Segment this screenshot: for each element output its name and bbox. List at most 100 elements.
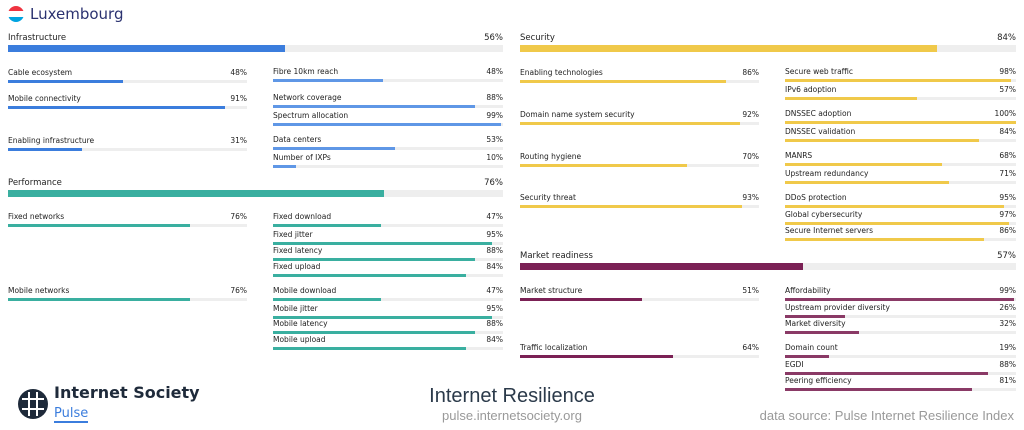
metric-label: Peering efficiency bbox=[785, 376, 852, 385]
sub-indicator-row[interactable]: Upstream redundancy 71% bbox=[785, 168, 1016, 188]
sub-indicator-row[interactable]: Affordability 99% bbox=[785, 285, 1016, 305]
sub-indicator-row[interactable]: EGDI 88% bbox=[785, 359, 1016, 379]
progress-track bbox=[520, 164, 759, 167]
sub-indicator-row[interactable]: Global cybersecurity 97% bbox=[785, 209, 1016, 229]
internet-society-logo: Internet Society Pulse bbox=[18, 384, 200, 423]
progress-fill bbox=[273, 258, 476, 261]
sub-indicator-row[interactable]: Fixed download 47% bbox=[273, 211, 503, 231]
progress-track bbox=[785, 315, 1016, 318]
metric-value: 48% bbox=[230, 68, 247, 77]
progress-track bbox=[8, 106, 247, 109]
metric-value: 88% bbox=[486, 246, 503, 255]
metric-value: 64% bbox=[742, 343, 759, 352]
sub-indicator-row[interactable]: Peering efficiency 81% bbox=[785, 375, 1016, 395]
metric-label: Security threat bbox=[520, 193, 576, 202]
metric-value: 93% bbox=[742, 193, 759, 202]
indicator-row[interactable]: Cable ecosystem 48% bbox=[8, 67, 247, 87]
indicator-row[interactable]: Enabling infrastructure 31% bbox=[8, 135, 247, 155]
pillar-performance[interactable]: Performance 76% bbox=[8, 177, 503, 197]
metric-value: 76% bbox=[484, 178, 503, 188]
metric-label: Domain name system security bbox=[520, 110, 635, 119]
progress-fill bbox=[8, 298, 190, 301]
metric-value: 95% bbox=[999, 193, 1016, 202]
luxembourg-flag-icon bbox=[8, 6, 24, 22]
sub-indicator-row[interactable]: MANRS 68% bbox=[785, 150, 1016, 170]
progress-track bbox=[273, 316, 503, 319]
progress-fill bbox=[273, 224, 382, 227]
progress-fill bbox=[520, 205, 743, 208]
metric-value: 84% bbox=[999, 127, 1016, 136]
sub-indicator-row[interactable]: Mobile latency 88% bbox=[273, 318, 503, 338]
sub-indicator-row[interactable]: Domain count 19% bbox=[785, 342, 1016, 362]
progress-track bbox=[520, 298, 759, 301]
sub-indicator-row[interactable]: DNSSEC adoption 100% bbox=[785, 108, 1016, 128]
metric-label: Domain count bbox=[785, 343, 838, 352]
metric-value: 95% bbox=[486, 304, 503, 313]
sub-indicator-row[interactable]: Fibre 10km reach 48% bbox=[273, 66, 503, 86]
progress-fill bbox=[785, 388, 973, 391]
pillar-market-readiness[interactable]: Market readiness 57% bbox=[520, 250, 1016, 270]
sub-indicator-row[interactable]: DDoS protection 95% bbox=[785, 192, 1016, 212]
metric-label: Mobile upload bbox=[273, 335, 326, 344]
metric-label: Network coverage bbox=[273, 93, 342, 102]
progress-fill bbox=[520, 122, 740, 125]
progress-track bbox=[785, 97, 1016, 100]
indicator-row[interactable]: Enabling technologies 86% bbox=[520, 67, 759, 87]
sub-indicator-row[interactable]: Data centers 53% bbox=[273, 134, 503, 154]
sub-indicator-row[interactable]: Fixed jitter 95% bbox=[273, 229, 503, 249]
sub-indicator-row[interactable]: Network coverage 88% bbox=[273, 92, 503, 112]
indicator-row[interactable]: Fixed networks 76% bbox=[8, 211, 247, 231]
indicator-row[interactable]: Security threat 93% bbox=[520, 192, 759, 212]
metric-label: Security bbox=[520, 33, 555, 43]
pillar-security[interactable]: Security 84% bbox=[520, 32, 1016, 52]
progress-track bbox=[785, 181, 1016, 184]
sub-indicator-row[interactable]: Mobile download 47% bbox=[273, 285, 503, 305]
sub-indicator-row[interactable]: IPv6 adoption 57% bbox=[785, 84, 1016, 104]
sub-indicator-row[interactable]: Fixed upload 84% bbox=[273, 261, 503, 281]
metric-label: MANRS bbox=[785, 151, 813, 160]
progress-track bbox=[273, 123, 503, 126]
metric-label: Enabling technologies bbox=[520, 68, 603, 77]
metric-value: 53% bbox=[486, 135, 503, 144]
metric-label: Mobile networks bbox=[8, 286, 70, 295]
metric-value: 47% bbox=[486, 286, 503, 295]
sub-indicator-row[interactable]: Upstream provider diversity 26% bbox=[785, 302, 1016, 322]
sub-indicator-row[interactable]: Market diversity 32% bbox=[785, 318, 1016, 338]
metric-value: 26% bbox=[999, 303, 1016, 312]
progress-fill bbox=[520, 80, 726, 83]
indicator-row[interactable]: Domain name system security 92% bbox=[520, 109, 759, 129]
sub-indicator-row[interactable]: Fixed latency 88% bbox=[273, 245, 503, 265]
progress-track bbox=[785, 388, 1016, 391]
metric-label: Mobile latency bbox=[273, 319, 328, 328]
progress-fill bbox=[273, 79, 384, 82]
indicator-row[interactable]: Market structure 51% bbox=[520, 285, 759, 305]
progress-track bbox=[785, 355, 1016, 358]
progress-track bbox=[785, 372, 1016, 375]
pillar-infrastructure[interactable]: Infrastructure 56% bbox=[8, 32, 503, 52]
metric-label: Secure web traffic bbox=[785, 67, 854, 76]
sub-indicator-row[interactable]: Secure Internet servers 86% bbox=[785, 225, 1016, 245]
progress-fill bbox=[520, 355, 673, 358]
metric-label: DNSSEC validation bbox=[785, 127, 856, 136]
sub-indicator-row[interactable]: Mobile upload 84% bbox=[273, 334, 503, 354]
sub-indicator-row[interactable]: DNSSEC validation 84% bbox=[785, 126, 1016, 146]
sub-indicator-row[interactable]: Secure web traffic 98% bbox=[785, 66, 1016, 86]
indicator-row[interactable]: Mobile connectivity 91% bbox=[8, 93, 247, 113]
indicator-row[interactable]: Mobile networks 76% bbox=[8, 285, 247, 305]
metric-label: Global cybersecurity bbox=[785, 210, 863, 219]
metric-label: Fixed latency bbox=[273, 246, 323, 255]
progress-track bbox=[520, 122, 759, 125]
site-url[interactable]: pulse.internetsociety.org bbox=[442, 408, 582, 423]
sub-indicator-row[interactable]: Spectrum allocation 99% bbox=[273, 110, 503, 130]
sub-indicator-row[interactable]: Mobile jitter 95% bbox=[273, 303, 503, 323]
metric-label: Affordability bbox=[785, 286, 831, 295]
sub-indicator-row[interactable]: Number of IXPs 10% bbox=[273, 152, 503, 172]
indicator-row[interactable]: Traffic localization 64% bbox=[520, 342, 759, 362]
indicator-row[interactable]: Routing hygiene 70% bbox=[520, 151, 759, 171]
progress-fill bbox=[273, 274, 467, 277]
progress-track bbox=[273, 331, 503, 334]
metric-label: Upstream provider diversity bbox=[785, 303, 890, 312]
progress-fill bbox=[520, 298, 642, 301]
metric-value: 88% bbox=[486, 93, 503, 102]
progress-track bbox=[8, 45, 503, 52]
